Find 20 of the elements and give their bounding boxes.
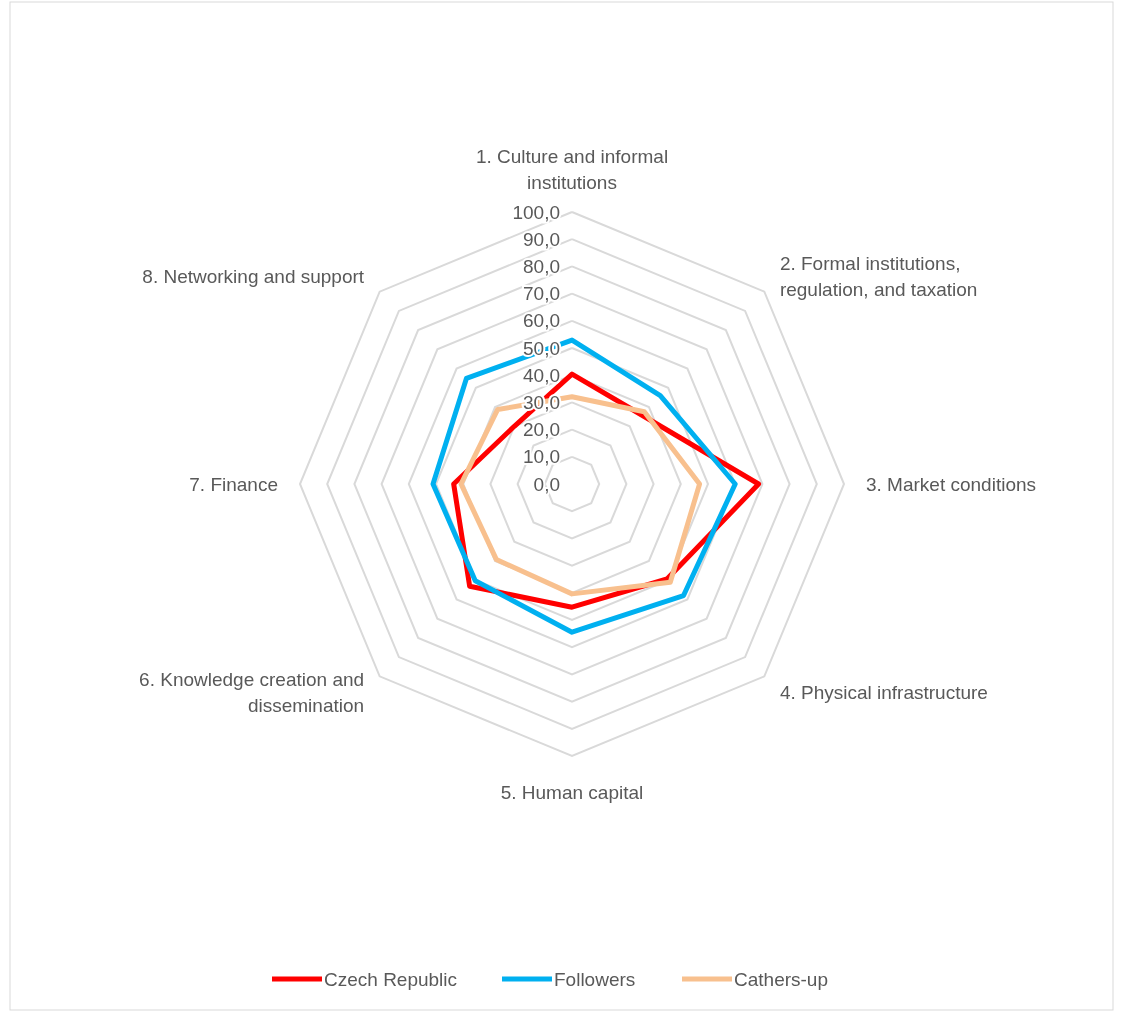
spoke-label: 3. Market conditions [866, 473, 1037, 495]
spoke-label: 7. Finance [189, 473, 278, 495]
y-tick-label: 100,0 [512, 201, 560, 223]
spoke-label: 8. Networking and support [142, 265, 365, 287]
y-tick-label: 0,0 [533, 473, 560, 495]
spoke-label: 4. Physical infrastructure [779, 681, 988, 703]
y-tick-label: 60,0 [523, 310, 560, 332]
y-tick-label: 90,0 [523, 228, 560, 250]
spoke-label: 5. Human capital [500, 781, 644, 803]
y-tick-label: 10,0 [523, 446, 560, 468]
y-tick-label: 80,0 [523, 256, 560, 278]
y-tick-label: 20,0 [523, 419, 560, 441]
spoke-label: 6. Knowledge creation and dissemination [139, 668, 365, 716]
legend-label: Cathers-up [734, 968, 828, 990]
legend-label: Followers [554, 968, 636, 990]
y-tick-label: 40,0 [523, 364, 560, 386]
legend-label: Czech Republic [324, 968, 458, 990]
y-tick-label: 70,0 [523, 283, 560, 305]
spoke-label: 2. Formal institutions, regulation, and taxation [779, 252, 978, 300]
spoke-label: 1. Culture and informal institutions [475, 145, 669, 193]
